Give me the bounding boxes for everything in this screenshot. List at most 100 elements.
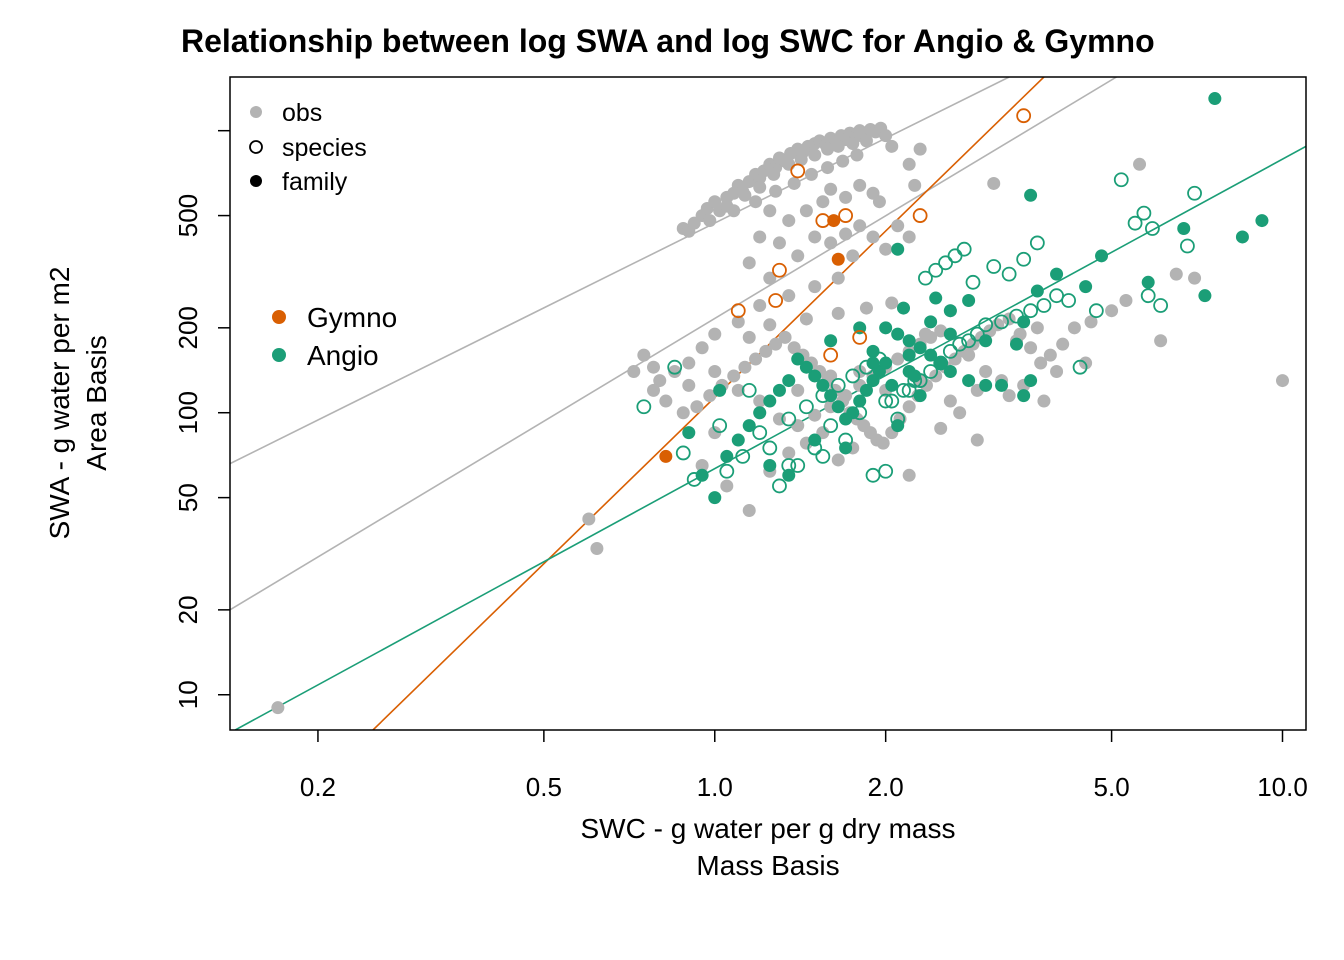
obs-point xyxy=(839,190,853,204)
obs-point xyxy=(918,327,932,341)
legend-gymno-marker xyxy=(272,310,286,324)
angio-family-point xyxy=(816,378,830,392)
angio-family-point xyxy=(1235,230,1249,244)
angio-family-point xyxy=(720,449,734,463)
obs-point xyxy=(876,436,890,450)
legend-species-marker xyxy=(249,140,263,154)
angio-species-point xyxy=(965,274,981,290)
legend-family-label: family xyxy=(282,168,348,196)
obs-point xyxy=(668,365,682,379)
angio-family-point xyxy=(859,383,873,397)
obs-point xyxy=(794,153,808,167)
obs-point xyxy=(831,453,845,467)
obs-point xyxy=(682,378,696,392)
obs-point xyxy=(647,360,661,374)
obs-point xyxy=(891,352,905,366)
obs-point xyxy=(695,341,709,355)
angio-species-point xyxy=(878,393,894,409)
angio-species-point xyxy=(1127,215,1143,231)
obs-point xyxy=(753,180,767,194)
x-tick-label: 1.0 xyxy=(697,772,733,802)
obs-point xyxy=(682,356,696,370)
angio-family-point xyxy=(708,491,722,505)
angio-family-point xyxy=(753,406,767,420)
angio-family-point xyxy=(1024,374,1038,388)
angio-species-point xyxy=(815,449,831,464)
obs-point xyxy=(839,389,853,403)
angio-species-point xyxy=(1072,359,1088,375)
obs-point xyxy=(1169,267,1183,281)
angio-family-point xyxy=(772,383,786,397)
obs-point xyxy=(885,139,899,153)
gymno-species-point xyxy=(823,347,839,363)
obs-point xyxy=(913,142,927,156)
obs-point xyxy=(885,296,899,310)
angio-species-point xyxy=(978,317,994,333)
angio-family-point xyxy=(943,365,957,379)
obs-point xyxy=(753,394,767,408)
angio-family-point xyxy=(791,352,805,366)
fit-lines xyxy=(230,77,1306,730)
obs-point xyxy=(787,341,801,355)
angio-species-point xyxy=(928,262,944,278)
obs-point xyxy=(831,306,845,320)
obs-point xyxy=(970,433,984,447)
chart-title: Relationship between log SWA and log SWC… xyxy=(181,23,1155,59)
legend-obs-label: obs xyxy=(282,99,322,127)
angio-family-point xyxy=(979,378,993,392)
legend-groups: Gymno Angio xyxy=(272,302,397,371)
obs-point xyxy=(708,327,722,341)
angio-species-point xyxy=(918,270,933,286)
obs-point xyxy=(1037,394,1051,408)
legend-angio-label: Angio xyxy=(307,340,379,371)
angio-family-point xyxy=(1050,267,1064,281)
obs-point xyxy=(727,369,741,383)
obs-point xyxy=(991,318,1005,332)
angio-family-point xyxy=(934,356,948,370)
angio-species-point xyxy=(845,368,861,384)
gymno-species-point xyxy=(772,262,787,278)
obs-point xyxy=(879,242,893,256)
angio-family-point xyxy=(1024,188,1038,202)
angio-species-point xyxy=(938,255,953,271)
obs-point xyxy=(902,468,916,482)
y-axis-label-line2: Area Basis xyxy=(81,335,112,470)
obs-point xyxy=(676,406,690,420)
obs-point xyxy=(637,348,651,362)
angio-species-point xyxy=(772,478,787,494)
angio-species-point xyxy=(1113,172,1129,188)
obs-point xyxy=(1024,341,1038,355)
angio-family-point xyxy=(943,304,957,318)
obs-point xyxy=(731,383,745,397)
angio-species-point xyxy=(762,440,778,456)
obs-point xyxy=(627,365,641,379)
angio-species-point xyxy=(1061,293,1077,308)
angio-species-point xyxy=(790,458,806,473)
obs-point xyxy=(853,219,867,233)
obs-point xyxy=(787,176,801,190)
angio-family-point xyxy=(763,458,777,472)
x-axis-label-line1: SWC - g water per g dry mass xyxy=(581,813,956,844)
obs-point xyxy=(831,271,845,285)
angio-species-point xyxy=(1036,298,1052,313)
obs-point xyxy=(902,157,916,171)
y-tick-label: 50 xyxy=(173,483,203,512)
gymno-species-point xyxy=(730,303,746,319)
obs-point xyxy=(1105,304,1119,318)
angio-species-point xyxy=(942,343,958,359)
obs-point xyxy=(727,204,741,218)
angio-family-point xyxy=(879,356,893,370)
obs-point xyxy=(1084,315,1098,329)
obs-point xyxy=(778,330,792,344)
obs-point xyxy=(850,148,864,162)
obs-point xyxy=(879,129,893,143)
angio-species-point xyxy=(1088,303,1104,319)
gymno-species-point xyxy=(768,293,784,308)
obs-point xyxy=(1119,293,1133,307)
obs-point xyxy=(582,512,596,526)
gymno-species-point xyxy=(838,208,854,223)
angio-family-point xyxy=(891,419,905,433)
obs-point xyxy=(824,182,838,196)
obs-point xyxy=(891,219,905,233)
